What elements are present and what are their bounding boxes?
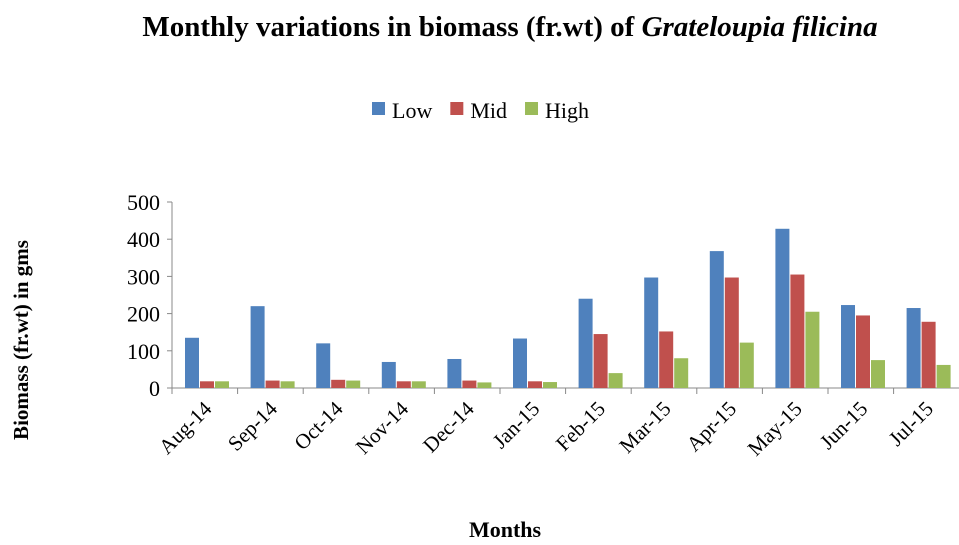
bar — [709, 251, 724, 388]
legend-label: Mid — [470, 98, 507, 123]
y-tick-label: 0 — [149, 376, 160, 401]
legend-swatch — [450, 102, 464, 115]
bar — [608, 373, 623, 388]
chart-title: Monthly variations in biomass (fr.wt) of… — [130, 8, 890, 46]
bar — [724, 277, 739, 388]
bar — [674, 358, 689, 388]
bar — [447, 358, 462, 388]
x-tick-label: Jan-15 — [488, 397, 545, 454]
legend-swatch — [372, 102, 385, 115]
bar — [593, 334, 608, 388]
title-text: Monthly variations in biomass (fr.wt) of — [142, 11, 635, 43]
x-tick-label: Jun-15 — [815, 397, 872, 454]
bar — [739, 342, 754, 388]
y-tick-label: 500 — [127, 190, 160, 215]
bar — [185, 337, 199, 388]
x-tick-label: Aug-14 — [154, 396, 217, 459]
bar — [200, 381, 214, 388]
bar — [856, 315, 870, 388]
y-tick-label: 400 — [127, 227, 160, 252]
y-axis-label: Biomass (fr.wt) in gms — [9, 240, 33, 440]
bar — [250, 306, 265, 388]
legend-label: High — [545, 98, 589, 123]
bar — [381, 361, 396, 388]
bar — [513, 338, 527, 388]
bar — [775, 228, 790, 388]
x-tick-label: Apr-15 — [682, 397, 742, 457]
y-tick-label: 100 — [127, 339, 160, 364]
x-tick-label: Feb-15 — [551, 397, 610, 456]
y-tick-label: 200 — [127, 302, 160, 327]
bar — [644, 277, 659, 388]
bar — [346, 380, 361, 388]
bar — [936, 364, 951, 388]
x-axis-label: Months — [469, 517, 542, 542]
bar — [411, 381, 426, 388]
bar — [543, 382, 557, 388]
bar — [871, 360, 885, 388]
bar — [215, 381, 229, 388]
bar — [906, 308, 921, 388]
bar — [396, 381, 411, 388]
title-species: Grateloupia filicina — [641, 11, 878, 43]
bar — [790, 274, 805, 388]
x-tick-label: Nov-14 — [351, 396, 414, 459]
bar — [265, 380, 280, 388]
legend-label: Low — [392, 98, 432, 123]
bar — [659, 331, 674, 388]
bar — [841, 305, 855, 388]
x-tick-label: Oct-14 — [289, 396, 348, 455]
x-tick-label: Mar-15 — [614, 397, 675, 458]
bar — [805, 311, 820, 388]
bar — [316, 343, 331, 388]
bar — [921, 321, 936, 388]
x-tick-label: Dec-14 — [418, 396, 479, 457]
y-tick-label: 300 — [127, 264, 160, 289]
bar — [280, 381, 295, 388]
x-tick-label: Jul-15 — [884, 397, 938, 451]
bar — [528, 381, 542, 388]
legend-swatch — [525, 102, 539, 115]
x-tick-label: Sep-14 — [223, 396, 282, 455]
bar — [477, 382, 492, 388]
bar — [578, 298, 593, 388]
bar — [462, 380, 477, 388]
x-tick-label: May-15 — [743, 397, 807, 461]
bar — [331, 379, 346, 388]
